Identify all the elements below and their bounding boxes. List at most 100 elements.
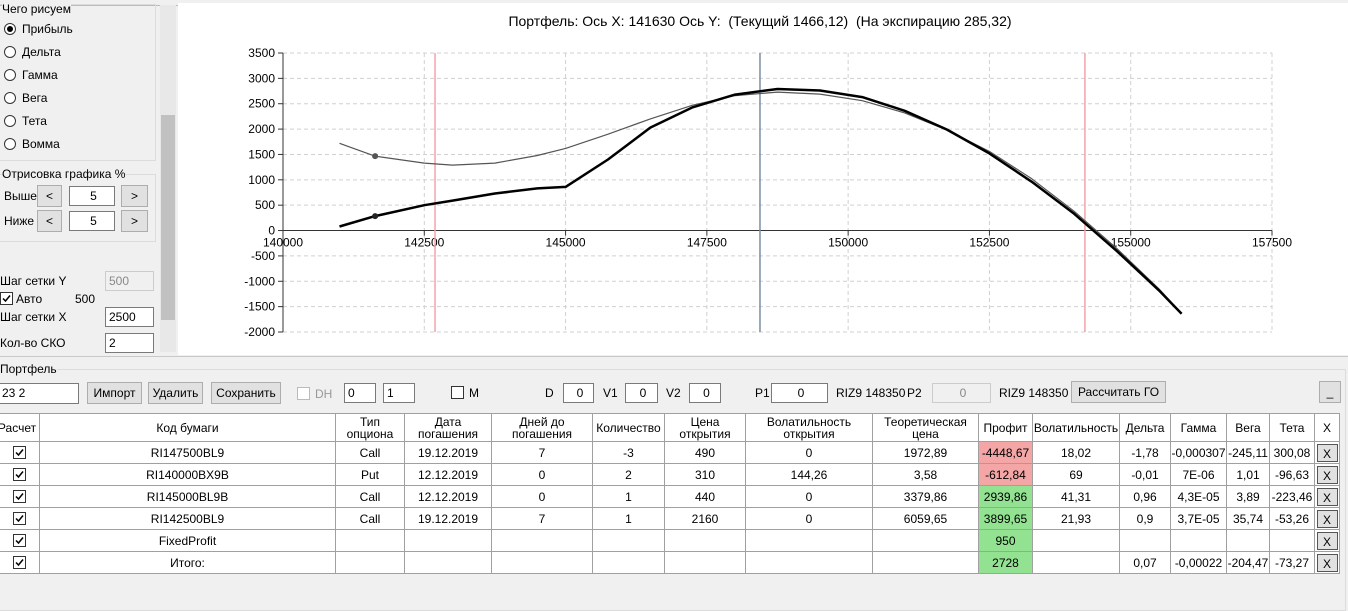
radio[interactable] (4, 138, 16, 150)
y-tick-label: 1500 (248, 147, 275, 161)
table-cell: 1972,89 (873, 442, 979, 464)
checkbox[interactable] (13, 556, 26, 569)
toolbar-button[interactable]: Удалить (148, 382, 203, 404)
point-marker (372, 213, 379, 220)
check-mark (15, 559, 24, 567)
table-cell: FixedProfit (40, 530, 336, 552)
input[interactable]: 2500 (105, 307, 154, 327)
input[interactable]: 2 (105, 333, 154, 353)
prev-button[interactable]: < (37, 210, 62, 232)
column-header: Дельта (1120, 414, 1171, 442)
calc-cell (0, 442, 40, 464)
input[interactable]: 0 (689, 383, 721, 403)
calc-cell (0, 486, 40, 508)
empty-cell (336, 552, 405, 574)
checkbox[interactable] (13, 446, 26, 459)
table-cell: -0,00022 (1171, 552, 1227, 574)
portfolio-select[interactable]: 23 2 (0, 383, 79, 404)
toolbar-button[interactable]: Сохранить (211, 382, 281, 404)
delete-cell: X (1315, 552, 1340, 574)
check-mark (15, 471, 24, 479)
y-tick-label: 500 (255, 198, 275, 212)
checkbox[interactable] (0, 292, 13, 305)
y-tick-label: 1000 (248, 173, 275, 187)
delete-cell: X (1315, 486, 1340, 508)
scroll-thumb[interactable] (161, 115, 175, 320)
input[interactable]: 0 (771, 383, 828, 403)
checkbox (297, 387, 310, 400)
radio[interactable] (4, 23, 16, 35)
input[interactable]: 5 (69, 211, 115, 231)
prev-button[interactable]: < (37, 185, 62, 207)
delete-button[interactable]: X (1316, 443, 1338, 462)
column-header: Вега (1227, 414, 1270, 442)
table-cell: -245,11 (1227, 442, 1270, 464)
check-mark (15, 493, 24, 501)
empty-cell (1033, 552, 1120, 574)
chart: Портфель: Ось X: 141630 Ось Y: (Текущий … (178, 3, 1348, 355)
delete-button[interactable]: X (1316, 509, 1338, 528)
delete-cell: X (1315, 442, 1340, 464)
radio[interactable] (4, 115, 16, 127)
empty-cell (593, 530, 665, 552)
table-cell: 1 (593, 486, 665, 508)
calc-cell (0, 464, 40, 486)
table-cell: 950 (979, 530, 1033, 552)
radio[interactable] (4, 92, 16, 104)
next-button[interactable]: > (121, 185, 148, 207)
label: RIZ9 148350 (836, 386, 906, 400)
label: Шаг сетки Y (0, 274, 67, 288)
table-cell: 21,93 (1033, 508, 1120, 530)
x-tick-label: 147500 (687, 236, 727, 250)
radio[interactable] (4, 46, 16, 58)
series-line (339, 87, 1183, 315)
table-cell: 0 (746, 442, 873, 464)
spinner[interactable]: 1 (383, 383, 415, 403)
input[interactable]: 5 (69, 186, 115, 206)
scrollbar[interactable] (160, 5, 176, 352)
spinner[interactable]: 0 (344, 383, 376, 403)
group-title: Отрисовка графика % (2, 167, 126, 181)
x-tick-label: 157500 (1252, 236, 1292, 250)
minimize-button[interactable]: _ (1319, 381, 1341, 403)
empty-cell (665, 552, 746, 574)
checkbox[interactable] (13, 490, 26, 503)
table-cell: RI142500BL9 (40, 508, 336, 530)
empty-cell (1270, 530, 1315, 552)
checkbox[interactable] (13, 468, 26, 481)
column-header: Профит (979, 414, 1033, 442)
toolbar-button[interactable]: Импорт (87, 382, 142, 404)
input[interactable]: 0 (625, 383, 658, 403)
column-header: Количество (593, 414, 665, 442)
checkbox[interactable] (13, 512, 26, 525)
input[interactable]: 0 (563, 383, 594, 403)
delete-button[interactable]: X (1316, 553, 1338, 572)
delete-button[interactable]: X (1316, 465, 1338, 484)
table-cell: 490 (665, 442, 746, 464)
column-header: Волатильность (1033, 414, 1120, 442)
table-cell: 3,7E-05 (1171, 508, 1227, 530)
label: V2 (666, 386, 681, 400)
delete-button[interactable]: X (1316, 531, 1338, 550)
y-tick-label: -1500 (244, 300, 275, 314)
table-cell: 7 (492, 442, 593, 464)
checkbox[interactable] (451, 386, 464, 399)
y-tick-label: 3000 (248, 71, 275, 85)
table-cell: Put (336, 464, 405, 486)
next-button[interactable]: > (121, 210, 148, 232)
y-tick-label: -500 (251, 249, 275, 263)
y-tick-label: 0 (268, 224, 275, 238)
empty-cell (405, 552, 492, 574)
delete-button[interactable]: X (1316, 487, 1338, 506)
checkbox[interactable] (13, 534, 26, 547)
table-cell: 69 (1033, 464, 1120, 486)
column-header: Волатильность открытия (746, 414, 873, 442)
check-mark (15, 449, 24, 457)
column-header: Дней до погашения (492, 414, 593, 442)
table-cell: 0,07 (1120, 552, 1171, 574)
empty-cell (873, 530, 979, 552)
radio[interactable] (4, 69, 16, 81)
label: Кол-во СКО (0, 336, 66, 350)
calc-go-button[interactable]: Рассчитать ГО (1071, 381, 1166, 403)
table-cell: 300,08 (1270, 442, 1315, 464)
